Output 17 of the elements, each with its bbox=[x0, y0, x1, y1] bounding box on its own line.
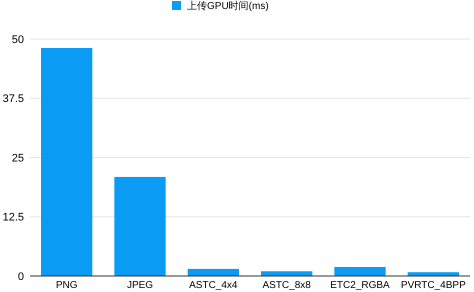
y-tick-label: 25 bbox=[12, 152, 24, 164]
bar bbox=[41, 48, 92, 276]
x-tick-label: PNG bbox=[56, 280, 78, 291]
y-tick-label: 0 bbox=[18, 270, 24, 283]
bar bbox=[114, 176, 166, 276]
x-tick-label: PVRTC_4BPP bbox=[400, 280, 466, 291]
x-tick-label: ASTC_4x4 bbox=[189, 280, 238, 291]
bar bbox=[188, 268, 239, 276]
x-tick-label: ETC2_RGBA bbox=[330, 280, 390, 291]
y-tick-label: 50 bbox=[12, 34, 24, 46]
y-tick-label: 37.5 bbox=[2, 93, 24, 106]
bar bbox=[334, 266, 386, 276]
bar bbox=[408, 272, 459, 276]
y-tick-label: 12.5 bbox=[2, 212, 24, 224]
legend-label: 上传GPU时间(ms) bbox=[187, 0, 269, 12]
x-tick-label: ASTC_8x8 bbox=[262, 280, 312, 291]
x-tick-label: JPEG bbox=[126, 280, 154, 291]
